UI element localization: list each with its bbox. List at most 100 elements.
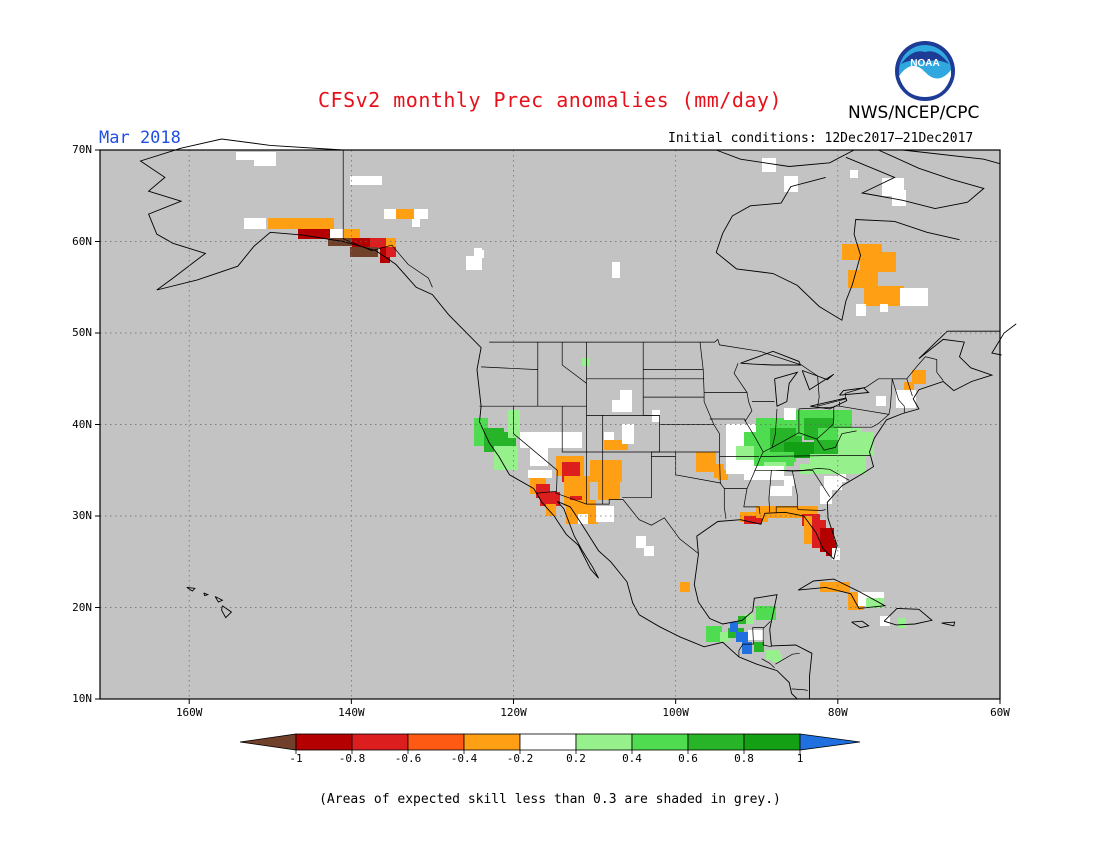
coastline bbox=[883, 607, 933, 626]
anomaly-cell bbox=[900, 288, 928, 306]
coastline-layer bbox=[139, 138, 1017, 700]
coastline bbox=[693, 330, 1000, 699]
anomaly-cell bbox=[800, 464, 810, 474]
anomaly-cell bbox=[268, 218, 334, 229]
initial-conditions-label: Initial conditions: 12Dec2017–21Dec2017 bbox=[668, 131, 974, 146]
anomaly-cell bbox=[744, 466, 784, 480]
coastline bbox=[221, 605, 233, 619]
anomaly-cell bbox=[744, 614, 754, 624]
colorbar-swatch bbox=[631, 733, 689, 751]
anomaly-cell bbox=[540, 492, 560, 506]
coastline bbox=[139, 138, 798, 700]
lon-tick-label: 80W bbox=[827, 706, 848, 719]
political-border bbox=[775, 469, 798, 514]
anomaly-cell bbox=[328, 238, 352, 246]
anomaly-cell bbox=[636, 536, 646, 548]
political-border bbox=[816, 430, 857, 451]
anomaly-cell bbox=[604, 440, 628, 450]
anomaly-cell bbox=[762, 158, 776, 172]
noaa-logo: NOAA bbox=[895, 41, 955, 101]
colorbar-label: 0.4 bbox=[622, 752, 642, 765]
anomaly-cell bbox=[784, 176, 798, 192]
anomaly-cell bbox=[384, 209, 396, 219]
coastline bbox=[810, 397, 848, 410]
anomaly-cell bbox=[706, 626, 722, 642]
lat-tick-label: 20N bbox=[72, 600, 92, 614]
colorbar-swatch bbox=[519, 733, 577, 751]
anomaly-cell bbox=[904, 382, 914, 392]
colorbar-label: -0.6 bbox=[394, 752, 422, 765]
anomaly-cell bbox=[754, 642, 764, 652]
anomaly-cell bbox=[412, 219, 420, 227]
anomaly-cell bbox=[528, 470, 552, 478]
lon-tick-label: 160W bbox=[175, 706, 203, 719]
anomaly-cell bbox=[352, 238, 380, 248]
anomaly-cell bbox=[604, 432, 614, 440]
anomaly-cell bbox=[622, 424, 634, 444]
political-border bbox=[513, 406, 558, 492]
anomaly-cell bbox=[474, 248, 482, 270]
valid-month-label: Mar 2018 bbox=[99, 128, 181, 148]
chart-title: CFSv2 monthly Prec anomalies (mm/day) bbox=[317, 88, 783, 112]
political-border bbox=[833, 405, 890, 428]
coastline bbox=[851, 620, 870, 629]
anomaly-cell bbox=[856, 304, 866, 316]
anomaly-cell bbox=[386, 238, 396, 248]
anomaly-cell bbox=[736, 632, 748, 642]
anomaly-cell bbox=[350, 247, 378, 257]
political-border bbox=[733, 363, 748, 393]
coastline bbox=[801, 370, 835, 391]
colorbar-swatch bbox=[351, 733, 409, 751]
anomaly-cell bbox=[644, 546, 654, 556]
anomaly-cell bbox=[680, 582, 690, 592]
anomaly-cell bbox=[880, 616, 890, 626]
anomaly-cell bbox=[598, 474, 620, 500]
anomaly-cell bbox=[820, 582, 850, 592]
anomaly-cell bbox=[736, 446, 754, 460]
political-border bbox=[768, 470, 772, 513]
noaa-logo-text: NOAA bbox=[910, 58, 939, 69]
anomaly-cell bbox=[612, 262, 620, 278]
coastline bbox=[186, 586, 196, 592]
political-border bbox=[738, 620, 771, 657]
anomaly-cell bbox=[546, 504, 556, 516]
coastline bbox=[774, 371, 799, 407]
colorbar-arrow-left bbox=[239, 733, 297, 751]
coastline bbox=[902, 149, 1001, 165]
lat-tick-label: 70N bbox=[72, 143, 92, 156]
anomaly-cell bbox=[254, 158, 276, 166]
anomaly-cell bbox=[344, 229, 360, 239]
lon-tick-label: 120W bbox=[500, 706, 527, 719]
anomaly-cell bbox=[370, 238, 392, 248]
graticule bbox=[100, 150, 1000, 699]
colorbar-label: -0.4 bbox=[450, 752, 478, 765]
lat-tick-label: 10N bbox=[72, 692, 92, 705]
political-border bbox=[791, 688, 808, 692]
colorbar-label: 0.6 bbox=[678, 752, 698, 765]
anomaly-cell bbox=[850, 170, 858, 178]
anomaly-cell bbox=[720, 632, 730, 642]
anomaly-cell bbox=[814, 440, 838, 454]
coastline bbox=[845, 149, 985, 210]
colorbar-swatch bbox=[407, 733, 465, 751]
political-border bbox=[796, 506, 826, 511]
anomaly-cell bbox=[912, 370, 926, 384]
anomaly-cell bbox=[804, 516, 812, 544]
anomaly-cell bbox=[330, 229, 352, 239]
anomaly-cell bbox=[756, 606, 776, 620]
anomaly-cell bbox=[236, 152, 276, 160]
anomaly-cell bbox=[860, 252, 896, 272]
colorbar-swatch bbox=[463, 733, 521, 751]
political-border bbox=[763, 644, 772, 648]
anomaly-cell bbox=[494, 446, 518, 470]
political-border bbox=[771, 408, 778, 448]
anomaly-cell bbox=[898, 618, 906, 628]
coastline bbox=[214, 596, 224, 603]
anomaly-cell bbox=[730, 622, 738, 632]
axis-ticks bbox=[95, 149, 1001, 704]
colorbar-label: 1 bbox=[796, 752, 804, 765]
coastline bbox=[715, 219, 960, 321]
colorbar-swatch bbox=[687, 733, 745, 751]
anomaly-cell bbox=[620, 390, 632, 402]
anomaly-cell bbox=[784, 476, 794, 486]
